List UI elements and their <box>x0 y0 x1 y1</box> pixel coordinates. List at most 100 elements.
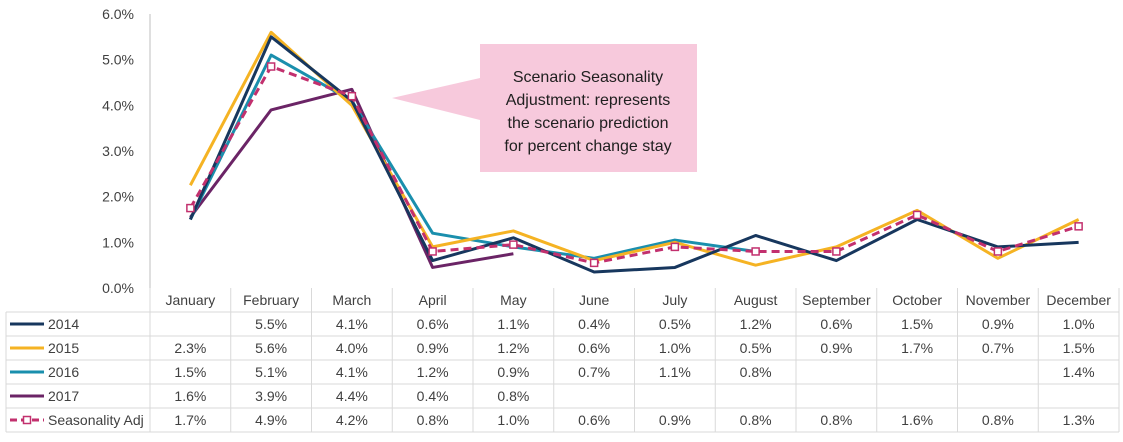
table-cell: 0.8% <box>497 388 529 404</box>
data-point-marker <box>832 247 841 256</box>
y-tick-label: 6.0% <box>102 6 134 22</box>
x-tick-label: July <box>662 292 687 308</box>
x-tick-label: September <box>802 292 871 308</box>
table-cell: 1.2% <box>417 364 449 380</box>
table-cell: 4.0% <box>336 340 368 356</box>
data-point-marker <box>347 91 357 101</box>
table-cell: 0.6% <box>578 412 610 428</box>
table-cell: 1.3% <box>1063 412 1095 428</box>
table-cell: 4.2% <box>336 412 368 428</box>
legend-label: 2014 <box>48 316 79 332</box>
x-tick-label: October <box>892 292 942 308</box>
y-tick-label: 0.0% <box>102 280 134 296</box>
table-cell: 0.4% <box>578 316 610 332</box>
table-cell: 1.0% <box>497 412 529 428</box>
data-point-marker <box>751 247 760 256</box>
annotation-line: the scenario prediction <box>507 115 669 132</box>
table-cell: 0.6% <box>417 316 449 332</box>
table-cell: 4.9% <box>255 412 287 428</box>
data-point-marker <box>428 247 437 256</box>
table-cell: 4.1% <box>336 364 368 380</box>
data-point-marker <box>266 62 276 71</box>
annotation-line: Scenario Seasonality <box>512 69 664 86</box>
data-point-marker <box>993 247 1003 256</box>
table-cell: 1.6% <box>901 412 933 428</box>
table-cell: 0.4% <box>417 388 449 404</box>
table-cell: 1.5% <box>174 364 206 380</box>
table-cell: 0.5% <box>740 340 772 356</box>
data-point-marker <box>912 210 922 220</box>
data-point-marker <box>1074 222 1083 231</box>
table-cell: 1.6% <box>174 388 206 404</box>
table-cell: 4.4% <box>336 388 368 404</box>
plot-area <box>186 30 1083 274</box>
series-line <box>189 87 514 269</box>
y-tick-label: 2.0% <box>102 189 134 205</box>
table-cell: 0.9% <box>659 412 691 428</box>
table-cell: 0.8% <box>740 364 772 380</box>
table-cell: 1.7% <box>901 340 933 356</box>
x-tick-label: May <box>500 292 526 308</box>
table-cell: 1.2% <box>740 316 772 332</box>
callout-shape <box>392 44 697 172</box>
legend-label: 2017 <box>48 388 79 404</box>
x-tick-label: November <box>966 292 1031 308</box>
y-tick-label: 1.0% <box>102 234 134 250</box>
x-tick-label: August <box>734 292 778 308</box>
table-cell: 5.1% <box>255 364 287 380</box>
table-cell: 1.7% <box>174 412 206 428</box>
y-tick-label: 4.0% <box>102 97 134 113</box>
table-cell: 0.9% <box>497 364 529 380</box>
table-cell: 4.1% <box>336 316 368 332</box>
table-cell: 3.9% <box>255 388 287 404</box>
table-cell: 0.6% <box>578 340 610 356</box>
table-cell: 0.5% <box>659 316 691 332</box>
x-tick-label: December <box>1046 292 1111 308</box>
x-tick-label: April <box>419 292 447 308</box>
legend-label: Seasonality Adj <box>48 412 144 428</box>
table-cell: 0.6% <box>820 316 852 332</box>
y-axis: 6.0% 5.0% 4.0% 3.0% 2.0% 1.0% 0.0% <box>102 6 151 296</box>
table-cell: 1.0% <box>1063 316 1095 332</box>
table-cell: 0.8% <box>820 412 852 428</box>
x-tick-label: June <box>579 292 610 308</box>
table-cell: 1.2% <box>497 340 529 356</box>
table-cell: 1.5% <box>901 316 933 332</box>
table-cell: 0.9% <box>982 316 1014 332</box>
x-tick-label: January <box>165 292 215 308</box>
table-cell: 0.8% <box>417 412 449 428</box>
legend-label: 2016 <box>48 364 79 380</box>
table-cell: 0.8% <box>982 412 1014 428</box>
series-line <box>189 30 1080 267</box>
data-table: January February March April May June July Augu… <box>5 288 1120 433</box>
x-tick-label: February <box>243 292 299 308</box>
table-cell: 0.9% <box>820 340 852 356</box>
table-cell: 5.5% <box>255 316 287 332</box>
data-point-marker <box>186 203 195 213</box>
data-point-marker <box>509 240 518 249</box>
series-line <box>189 65 1080 265</box>
annotation-line: Adjustment: represents <box>505 92 671 109</box>
y-tick-label: 3.0% <box>102 143 134 159</box>
table-cell: 1.0% <box>659 340 691 356</box>
table-cell: 1.4% <box>1063 364 1095 380</box>
table-cell: 1.5% <box>1063 340 1095 356</box>
annotation-callout <box>392 44 697 172</box>
data-point-marker <box>589 258 599 268</box>
table-cell: 0.9% <box>417 340 449 356</box>
table-cell: 2.3% <box>174 340 206 356</box>
x-tick-label: March <box>332 292 371 308</box>
table-cell: 1.1% <box>659 364 691 380</box>
annotation-text: Scenario Seasonality Adjustment: represe… <box>480 66 696 158</box>
table-cell: 1.1% <box>497 316 529 332</box>
legend-marker <box>22 415 32 425</box>
table-cell: 0.8% <box>740 412 772 428</box>
table-cell: 0.7% <box>982 340 1014 356</box>
data-point-marker <box>670 242 680 252</box>
table-cell: 0.7% <box>578 364 610 380</box>
annotation-line: for percent change stay <box>504 138 672 155</box>
y-tick-label: 5.0% <box>102 52 134 68</box>
table-cell: 5.6% <box>255 340 287 356</box>
legend-label: 2015 <box>48 340 79 356</box>
